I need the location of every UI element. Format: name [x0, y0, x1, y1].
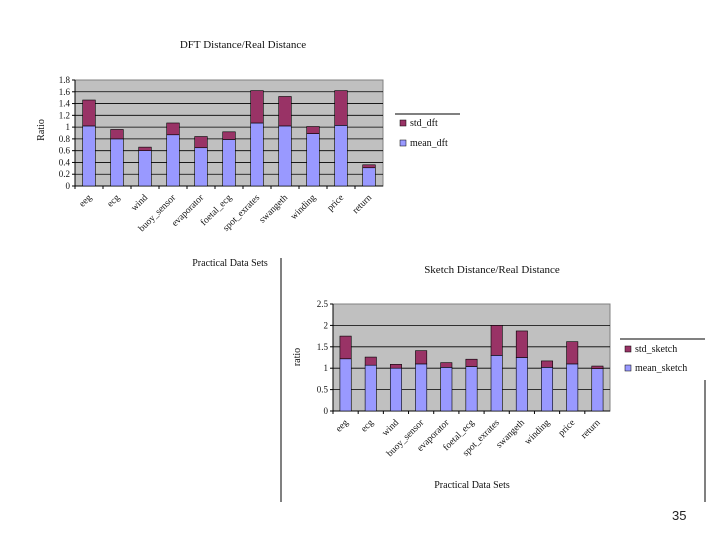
legend: std_sketch mean_sketch — [620, 338, 705, 374]
x-tick-label: price — [557, 418, 578, 439]
legend-label-mean_sketch: mean_sketch — [635, 363, 687, 374]
y-tick-label: 0.2 — [59, 169, 70, 179]
legend-label-std_sketch: std_sketch — [635, 344, 677, 355]
y-tick-label: 0 — [66, 181, 71, 191]
bar-std_sketch-spot_exrates — [490, 325, 503, 356]
legend: std_dft mean_dft — [395, 113, 460, 149]
chart-title: Sketch Distance/Real Distance — [424, 264, 560, 276]
y-tick-label: 0.8 — [59, 134, 71, 144]
bar-mean_sketch-wind — [389, 367, 402, 412]
y-tick-label: 0.5 — [317, 385, 329, 395]
bar-std_dft-evaporator — [194, 136, 208, 149]
legend-swatch-std_dft — [399, 119, 407, 127]
x-tick-label: swangeth — [258, 193, 291, 226]
bar-mean_sketch-foetal_ecg — [465, 366, 478, 412]
legend-label-mean_dft: mean_dft — [410, 138, 448, 149]
y-tick-label: 1.2 — [59, 110, 70, 120]
bar-std_sketch-eeg — [339, 335, 352, 360]
y-tick-label: 1.6 — [59, 87, 71, 97]
bar-std_sketch-foetal_ecg — [465, 358, 478, 367]
bar-std_dft-price — [334, 90, 348, 126]
bar-mean_sketch-winding — [541, 367, 554, 412]
bar-mean_sketch-eeg — [339, 358, 352, 412]
x-axis-label: Practical Data Sets — [192, 258, 268, 269]
bar-std_sketch-winding — [541, 360, 554, 368]
x-tick-label: return — [351, 193, 374, 216]
legend-swatch-std_sketch — [624, 345, 632, 353]
bar-std_sketch-return — [591, 365, 604, 369]
x-axis-label: Practical Data Sets — [434, 480, 510, 491]
legend-label-std_dft: std_dft — [410, 118, 438, 129]
bar-std_dft-foetal_ecg — [222, 131, 236, 140]
chart-title: DFT Distance/Real Distance — [180, 39, 306, 51]
x-tick-label: return — [579, 418, 602, 441]
bar-mean_dft-winding — [306, 133, 320, 187]
legend-swatch-mean_sketch — [624, 364, 632, 372]
y-axis-label: Ratio — [36, 119, 47, 141]
bar-mean_dft-spot_exrates — [250, 122, 264, 187]
bar-mean_dft-eeg — [82, 125, 96, 187]
bar-mean_dft-evaporator — [194, 147, 208, 187]
bar-std_sketch-swangeth — [515, 330, 528, 358]
bar-std_sketch-evaporator — [440, 362, 453, 368]
bar-mean_dft-wind — [138, 150, 152, 187]
x-tick-label: wind — [130, 193, 151, 214]
page-number: 35 — [672, 508, 687, 523]
bar-mean_sketch-evaporator — [440, 367, 453, 412]
x-tick-label: ecg — [106, 193, 123, 210]
y-tick-label: 1.8 — [59, 75, 71, 85]
bar-mean_dft-ecg — [110, 138, 124, 187]
bar-std_sketch-price — [566, 341, 579, 365]
chart-1: DFT Distance/Real Distance 0 0.2 0.40.6 0.8 1… — [36, 39, 460, 269]
bar-mean_sketch-swangeth — [515, 357, 528, 412]
bar-mean_dft-buoy_sensor — [166, 134, 180, 187]
bar-std_dft-winding — [306, 126, 320, 134]
bar-mean_dft-foetal_ecg — [222, 139, 236, 187]
bar-mean_sketch-spot_exrates — [490, 355, 503, 412]
x-tick-label: winding — [523, 418, 552, 447]
bar-std_sketch-wind — [389, 364, 402, 369]
x-tick-label: winding — [289, 193, 318, 222]
bar-std_dft-ecg — [110, 129, 124, 140]
chart-2: Sketch Distance/Real Distance 0 0.5 1 1.5 2 2.… — [292, 264, 705, 491]
y-tick-label: 1.4 — [59, 99, 71, 109]
bar-std_dft-wind — [138, 146, 152, 151]
bar-mean_dft-price — [334, 125, 348, 187]
y-tick-label: 2.5 — [317, 299, 329, 309]
bar-std_dft-buoy_sensor — [166, 122, 180, 136]
bar-mean_sketch-ecg — [364, 364, 377, 412]
y-tick-label: 1 — [66, 122, 71, 132]
y-tick-label: 1.5 — [317, 342, 329, 352]
x-tick-label: price — [326, 193, 347, 214]
y-tick-label: 2 — [324, 320, 329, 330]
y-tick-label: 0.4 — [59, 157, 71, 167]
bar-std_sketch-ecg — [364, 356, 377, 366]
legend-swatch-mean_dft — [399, 139, 407, 147]
x-tick-label: eeg — [334, 418, 351, 435]
bar-mean_sketch-price — [566, 363, 579, 412]
bar-std_dft-swangeth — [278, 96, 292, 127]
x-tick-label: ecg — [359, 418, 376, 435]
bar-std_dft-eeg — [82, 99, 96, 127]
x-tick-label: eeg — [78, 193, 95, 210]
y-tick-label: 1 — [324, 363, 329, 373]
x-tick-label: wind — [381, 418, 402, 439]
bar-mean_dft-return — [362, 167, 376, 187]
bar-std_dft-return — [362, 164, 376, 169]
y-tick-label: 0 — [324, 406, 329, 416]
bar-mean_dft-swangeth — [278, 125, 292, 187]
bar-std_dft-spot_exrates — [250, 90, 264, 124]
y-axis-label: ratio — [292, 348, 303, 366]
bar-std_sketch-buoy_sensor — [415, 350, 428, 365]
bar-mean_sketch-buoy_sensor — [415, 363, 428, 412]
y-tick-label: 0.6 — [59, 146, 71, 156]
bar-mean_sketch-return — [591, 368, 604, 412]
